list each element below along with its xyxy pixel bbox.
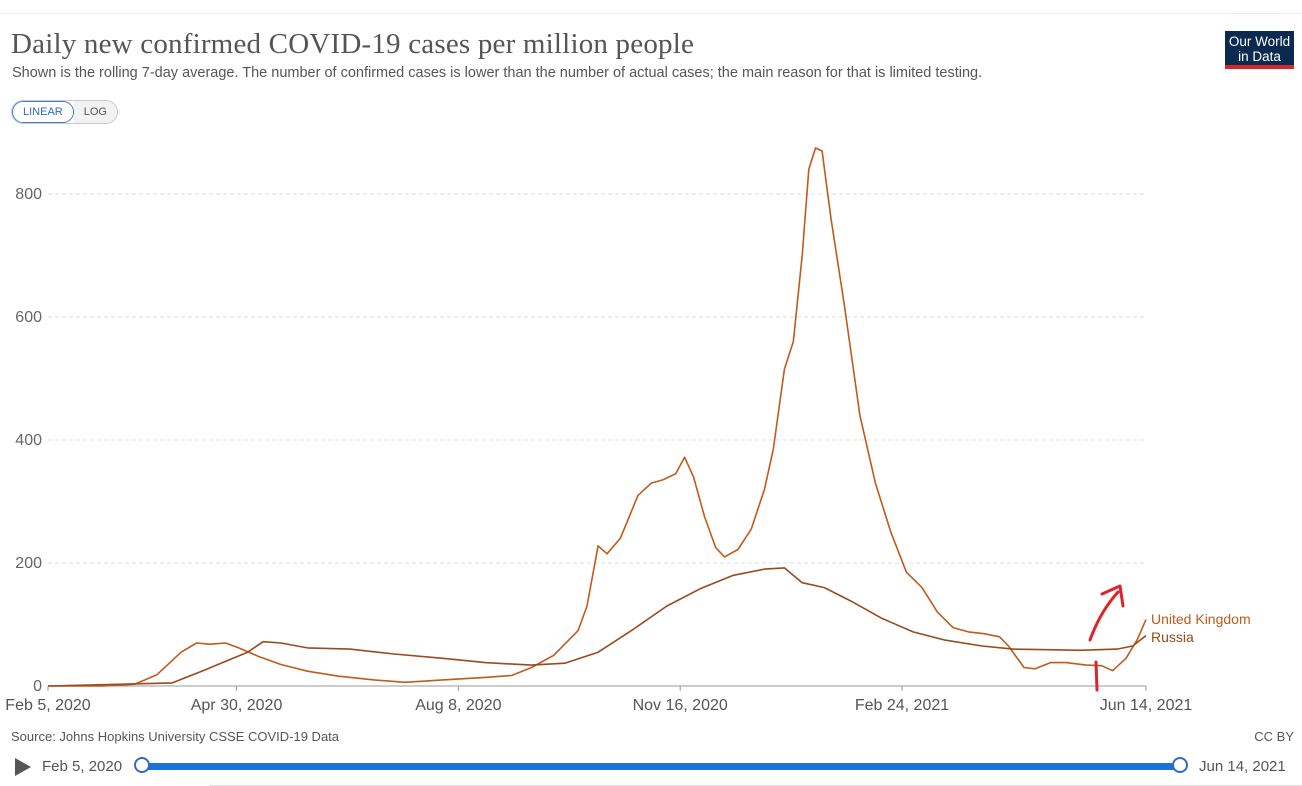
license-link[interactable]: CC BY xyxy=(1254,729,1294,744)
timeline-start-label: Feb 5, 2020 xyxy=(42,758,123,775)
series-label[interactable]: Russia xyxy=(1151,629,1194,645)
linear-scale-button[interactable]: LINEAR xyxy=(12,101,74,123)
hand-annotation xyxy=(1088,584,1125,692)
series-line-united-kingdom[interactable] xyxy=(48,147,1147,687)
timeline-track[interactable] xyxy=(142,763,1182,770)
timeline-end-handle[interactable] xyxy=(1172,757,1188,773)
logo-line-2: in Data xyxy=(1238,49,1281,64)
series-line-russia[interactable] xyxy=(47,567,1147,687)
annotation-arrow-stroke xyxy=(1088,590,1120,642)
y-tick-label: 200 xyxy=(15,555,42,572)
timeline-start-handle[interactable] xyxy=(134,757,150,773)
timeline-slider: Feb 5, 2020 Jun 14, 2021 xyxy=(0,748,1302,786)
source-note: Source: Johns Hopkins University CSSE CO… xyxy=(11,729,340,744)
series-label[interactable]: United Kingdom xyxy=(1151,611,1251,627)
y-tick-label: 800 xyxy=(15,186,42,203)
x-tick-label: Feb 24, 2021 xyxy=(855,697,949,714)
x-tick-label: Apr 30, 2020 xyxy=(191,697,283,714)
x-tick-label: Aug 8, 2020 xyxy=(415,697,501,714)
scale-toggle: LINEAR LOG xyxy=(11,100,118,124)
top-divider xyxy=(0,13,1302,14)
timeline-end-label: Jun 14, 2021 xyxy=(1199,758,1286,775)
annotation-bar xyxy=(1094,660,1099,692)
x-tick-label: Jun 14, 2021 xyxy=(1100,697,1193,714)
chart-subtitle: Shown is the rolling 7-day average. The … xyxy=(12,65,983,81)
gridlines xyxy=(48,193,1146,687)
x-tick-label: Feb 5, 2020 xyxy=(5,697,91,714)
chart-title: Daily new confirmed COVID-19 cases per m… xyxy=(11,28,695,60)
y-tick-label: 400 xyxy=(15,432,42,449)
logo-line-1: Our World xyxy=(1228,34,1291,49)
x-tick-label: Nov 16, 2020 xyxy=(633,697,728,714)
annotation-arrow-head xyxy=(1100,584,1125,608)
owid-logo[interactable]: Our World in Data xyxy=(1225,31,1294,69)
y-tick-label: 600 xyxy=(15,309,42,326)
x-axis-ticks: Feb 5, 2020 Apr 30, 2020 Aug 8, 2020 Nov 16… xyxy=(5,686,1192,714)
line-chart[interactable]: 0 200 400 600 800 Feb 5, 2020 Apr 30, 2020 Aug… xyxy=(0,0,1302,725)
y-tick-label: 0 xyxy=(33,678,42,695)
log-scale-button[interactable]: LOG xyxy=(73,101,117,123)
play-icon[interactable] xyxy=(15,758,31,776)
series-labels: United Kingdom Russia xyxy=(1151,611,1251,645)
series-lines xyxy=(47,147,1147,687)
y-axis-ticks: 0 200 400 600 800 xyxy=(15,186,42,695)
